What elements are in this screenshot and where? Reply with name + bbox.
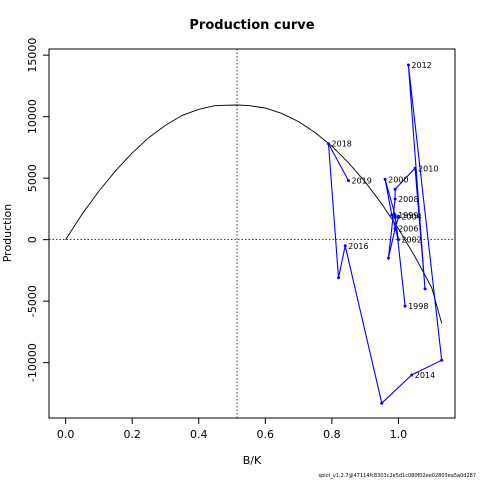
x-tick-label: 0.4 [190,428,208,441]
production-curve-layer [65,104,443,324]
series-point-2010 [413,166,417,170]
year-label-1998: 1998 [408,302,428,311]
series-point-2006 [393,227,397,231]
year-label-2016: 2016 [348,242,368,251]
series-point-2014 [410,373,414,377]
x-tick-label: 0.0 [57,428,75,441]
y-tick-label: 10000 [26,99,39,134]
year-label-2010: 2010 [418,164,438,173]
series-point-2017 [337,276,341,280]
year-labels: 1998 1999 2000 2002 2004 2006 2008 2010 2012 2014… [332,61,439,380]
year-label-2004: 2004 [401,212,421,221]
y-tick-label: -10000 [26,343,39,382]
x-axis-title: B/K [243,454,262,467]
x-tick-label: 1.0 [390,428,408,441]
year-label-2014: 2014 [415,371,435,380]
reference-lines [49,49,455,418]
chart-caption: spict_v1.2.7@47114fc8303c2e5d1c080f02ee0… [319,473,477,479]
series-point-2009 [393,187,397,191]
series-point-2018 [327,142,331,146]
series-point-2005 [396,216,400,220]
series-point-2001 [390,213,394,217]
series-layer [327,63,444,405]
series-point-2019 [347,179,351,183]
year-label-2012: 2012 [411,61,431,70]
series-point-2002 [396,238,400,242]
year-label-2002: 2002 [401,236,421,245]
series-point-2011 [423,287,427,291]
x-tick-label: 0.2 [123,428,141,441]
y-tick-label: 5000 [26,164,39,192]
year-label-2000: 2000 [388,175,408,184]
series-point-2000 [383,177,387,181]
series-point-2015 [380,401,384,405]
year-label-2019: 2019 [352,177,372,186]
y-tick-label: 0 [26,236,39,243]
series-point-2012 [406,63,410,67]
series-point-1998 [403,304,407,308]
series-point-2013 [440,358,444,362]
year-label-1999: 1999 [398,211,418,220]
series-point-1999 [393,213,397,217]
series-point-2003 [393,216,397,220]
year-label-2008: 2008 [398,195,418,204]
series-point-2016 [343,244,347,248]
y-axis-title: Production [1,204,14,263]
series-point-2007 [386,256,390,260]
y-axis: -10000 -5000 0 5000 10000 15000 [26,38,50,382]
x-tick-label: 0.8 [323,428,341,441]
year-label-2006: 2006 [398,225,418,234]
x-tick-label: 0.6 [257,428,275,441]
production-curve-line [65,104,443,324]
y-tick-label: 15000 [26,38,39,73]
year-label-2018: 2018 [332,140,352,149]
x-axis: 0.0 0.2 0.4 0.6 0.8 1.0 [57,417,408,441]
series-point-2008 [393,197,397,201]
y-tick-label: -5000 [26,285,39,317]
chart-title: Production curve [189,18,314,33]
